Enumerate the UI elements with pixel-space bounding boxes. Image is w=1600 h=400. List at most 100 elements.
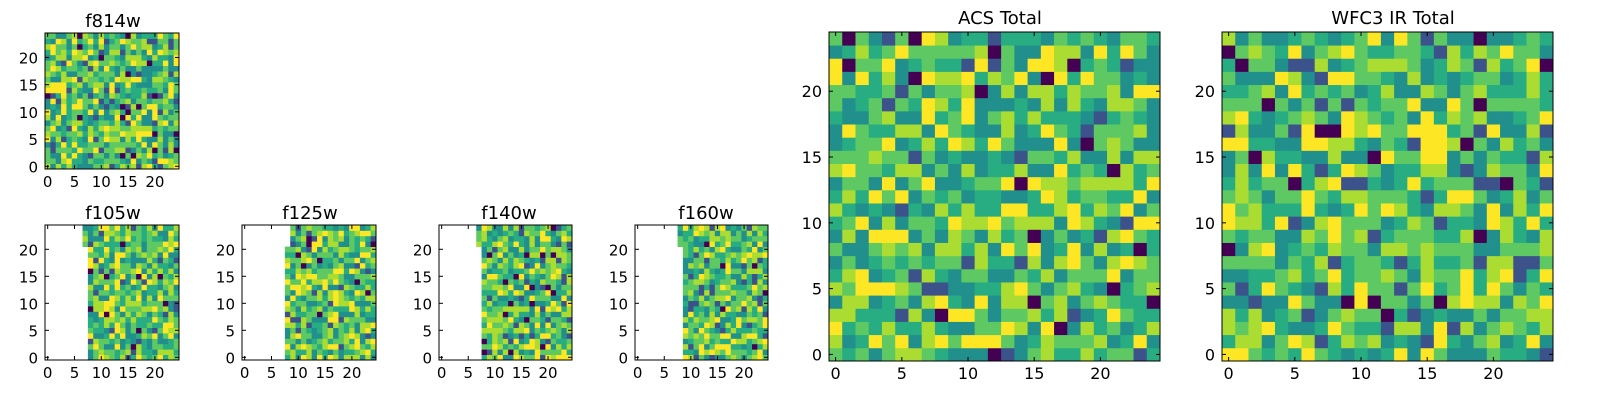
y-tick-label: 10 (19, 295, 38, 313)
pixel-cell (881, 308, 896, 322)
pixel-cell (93, 71, 99, 77)
pixel-cell (709, 333, 716, 339)
pixel-cell (829, 347, 843, 362)
pixel-cell (114, 343, 121, 350)
pixel-cell (987, 124, 1002, 138)
pixel-cell (534, 241, 541, 247)
pixel-cell (295, 252, 302, 258)
pixel-cell (114, 54, 121, 61)
pixel-cell (513, 354, 520, 361)
pixel-cell (157, 327, 164, 334)
pixel-cell (704, 268, 710, 274)
pixel-cell (317, 246, 323, 253)
pixel-cell (168, 114, 175, 121)
pixel-cell (1500, 321, 1514, 336)
pixel-cell (1107, 347, 1121, 362)
pixel-cell (1067, 32, 1081, 46)
pixel-cell (720, 246, 726, 253)
pixel-cell (359, 306, 366, 312)
pixel-cell (103, 300, 110, 307)
pixel-cell (550, 230, 557, 237)
pixel-cell (1314, 229, 1329, 243)
pixel-cell (141, 311, 148, 318)
pixel-cell (556, 246, 562, 253)
pixel-cell (77, 114, 83, 121)
pixel-cell (540, 316, 546, 323)
pixel-cell (109, 262, 116, 269)
pixel-cell (120, 241, 126, 247)
pixel-cell (103, 349, 110, 355)
pixel-cell (343, 289, 350, 296)
pixel-cell (1486, 137, 1501, 151)
pixel-cell (87, 338, 94, 345)
pixel-cell (714, 284, 721, 291)
pixel-cell (130, 49, 137, 56)
pixel-cell (1447, 150, 1461, 164)
pixel-cell (961, 124, 976, 138)
pixel-cell (829, 282, 843, 296)
pixel-cell (98, 147, 105, 154)
pixel-cell (1274, 45, 1289, 59)
pixel-cell (1526, 242, 1541, 257)
pixel-cell (545, 316, 552, 323)
pixel-cell (50, 114, 57, 121)
pixel-cell (895, 150, 909, 164)
pixel-cell (868, 176, 883, 191)
pixel-cell (87, 235, 94, 242)
pixel-cell (322, 284, 329, 291)
pixel-cell (757, 295, 764, 301)
pixel-cell (725, 343, 732, 350)
pixel-cell (934, 229, 949, 243)
pixel-cell (130, 130, 137, 137)
pixel-cell (1301, 216, 1316, 230)
pixel-cell (284, 284, 291, 291)
pixel-cell (948, 45, 962, 59)
pixel-cell (1093, 268, 1108, 283)
pixel-cell (1327, 347, 1342, 362)
pixel-cell (714, 268, 721, 274)
pixel-cell (895, 242, 909, 257)
pixel-cell (1274, 282, 1289, 296)
pixel-cell (1067, 255, 1081, 270)
pixel-cell (688, 338, 694, 345)
pixel-cell (136, 306, 142, 312)
pixel-cell (311, 327, 318, 334)
pixel-cell (114, 49, 121, 56)
pixel-cell (317, 295, 323, 301)
pixel-cell (103, 225, 110, 231)
pixel-cell (82, 38, 89, 45)
pixel-cell (481, 327, 488, 334)
pixel-cell (1027, 124, 1042, 138)
pixel-cell (545, 333, 552, 339)
pixel-cell (948, 321, 962, 336)
pixel-cell (1248, 32, 1263, 46)
pixel-cell (725, 289, 732, 296)
pixel-cell (693, 273, 700, 280)
pixel-cell (306, 327, 313, 334)
pixel-cell (486, 316, 493, 323)
pixel-cell (1027, 110, 1042, 125)
pixel-cell (1447, 32, 1461, 46)
pixel-cell (103, 98, 110, 105)
pixel-cell (524, 349, 530, 355)
pixel-cell (1222, 124, 1236, 138)
pixel-cell (103, 103, 110, 110)
pixel-cell (327, 311, 334, 318)
pixel-cell (141, 109, 148, 115)
pixel-cell (730, 354, 737, 361)
pixel-cell (1367, 229, 1382, 243)
pixel-cell (545, 273, 552, 280)
pixel-cell (868, 110, 883, 125)
pixel-cell (1380, 32, 1395, 46)
pixel-cell (77, 76, 83, 83)
pixel-cell (868, 150, 883, 164)
pixel-cell (736, 257, 742, 264)
pixel-cell (1433, 203, 1448, 217)
pixel-cell (561, 349, 568, 355)
pixel-cell (1394, 84, 1408, 99)
pixel-cell (1354, 58, 1369, 72)
pixel-cell (317, 338, 323, 345)
pixel-cell (1394, 203, 1408, 217)
pixel-cell (1447, 97, 1461, 112)
pixel-cell (87, 147, 94, 154)
